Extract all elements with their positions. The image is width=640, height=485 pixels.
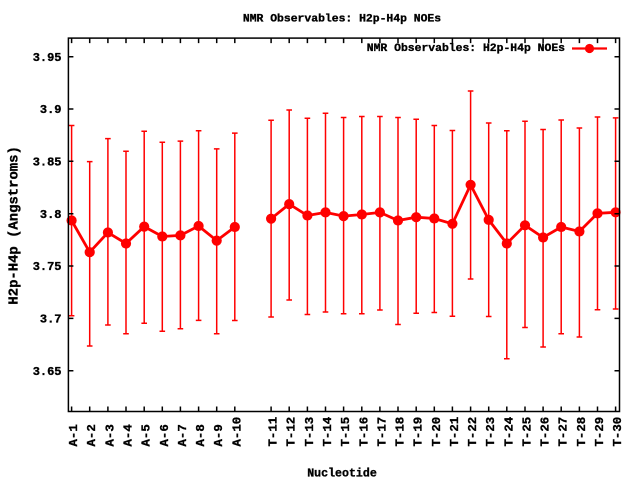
- svg-text:T-13: T-13: [303, 417, 317, 447]
- svg-text:T-26: T-26: [539, 417, 553, 447]
- svg-text:3.85: 3.85: [33, 156, 62, 170]
- svg-text:A-9: A-9: [212, 424, 226, 446]
- svg-text:T-12: T-12: [285, 417, 299, 447]
- svg-text:T-25: T-25: [521, 417, 535, 447]
- svg-text:H2p-H4p (Angstroms): H2p-H4p (Angstroms): [7, 146, 23, 304]
- svg-text:NMR Observables: H2p-H4p NOEs: NMR Observables: H2p-H4p NOEs: [367, 43, 565, 55]
- svg-text:A-8: A-8: [194, 424, 208, 446]
- svg-text:T-23: T-23: [484, 417, 498, 447]
- svg-text:T-17: T-17: [375, 417, 389, 447]
- svg-text:T-29: T-29: [593, 417, 607, 447]
- svg-text:A-4: A-4: [122, 424, 136, 447]
- svg-text:T-18: T-18: [394, 417, 408, 447]
- svg-text:3.95: 3.95: [33, 51, 62, 65]
- svg-text:T-27: T-27: [557, 417, 571, 447]
- svg-text:T-28: T-28: [575, 417, 589, 447]
- svg-text:T-21: T-21: [448, 417, 462, 447]
- svg-text:T-20: T-20: [430, 417, 444, 447]
- svg-text:T-30: T-30: [611, 417, 625, 447]
- svg-text:T-19: T-19: [412, 417, 426, 447]
- svg-text:T-24: T-24: [502, 416, 516, 446]
- svg-text:A-6: A-6: [158, 424, 172, 446]
- svg-text:T-22: T-22: [466, 417, 480, 447]
- svg-text:A-2: A-2: [85, 424, 99, 446]
- svg-text:T-14: T-14: [321, 416, 335, 446]
- svg-text:3.9: 3.9: [40, 103, 62, 117]
- svg-text:T-11: T-11: [267, 417, 281, 447]
- svg-text:3.8: 3.8: [40, 208, 62, 222]
- svg-text:3.75: 3.75: [33, 260, 62, 274]
- svg-text:3.65: 3.65: [33, 365, 62, 379]
- svg-text:A-5: A-5: [140, 424, 154, 446]
- svg-text:A-1: A-1: [67, 424, 81, 446]
- svg-text:T-15: T-15: [339, 417, 353, 447]
- svg-text:T-16: T-16: [357, 417, 371, 447]
- svg-text:Nucleotide: Nucleotide: [307, 467, 377, 480]
- svg-text:A-10: A-10: [230, 417, 244, 447]
- svg-text:3.7: 3.7: [40, 313, 62, 327]
- svg-text:NMR Observables: H2p-H4p NOEs: NMR Observables: H2p-H4p NOEs: [243, 14, 441, 26]
- svg-text:A-3: A-3: [103, 424, 117, 446]
- svg-text:A-7: A-7: [176, 424, 190, 446]
